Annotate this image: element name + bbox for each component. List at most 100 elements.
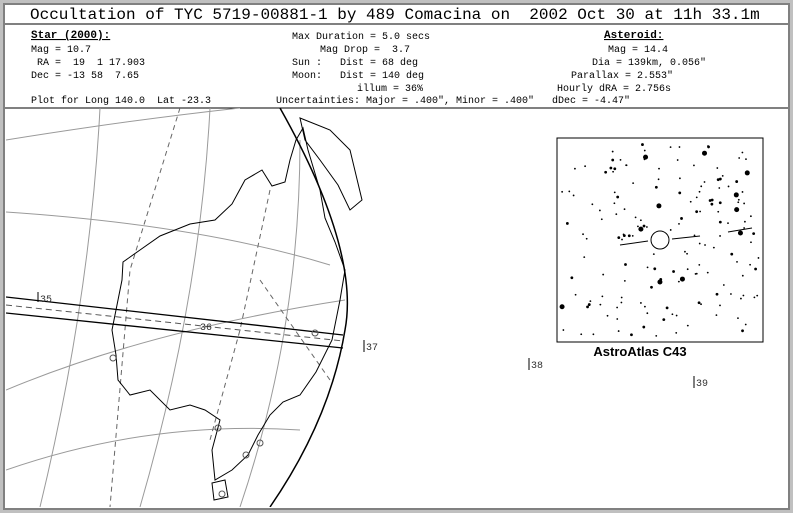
field-star	[642, 224, 646, 228]
field-star	[613, 167, 617, 171]
field-star	[686, 268, 689, 271]
asteroid-track	[671, 235, 701, 240]
field-star	[686, 324, 689, 327]
field-star	[665, 306, 669, 310]
field-star	[677, 280, 680, 283]
field-star	[623, 208, 626, 211]
field-star	[612, 170, 614, 173]
field-star	[741, 151, 744, 154]
footer-location: Plot for Long 140.0 Lat -23.3	[31, 95, 211, 107]
asteroid-track	[619, 240, 649, 246]
field-star	[737, 198, 740, 201]
field-star	[742, 294, 745, 297]
field-star	[611, 150, 614, 153]
field-star	[650, 285, 653, 289]
field-star	[582, 233, 584, 236]
footer-uncertainties: Uncertainties: Major = .400", Minor = .4…	[276, 95, 630, 107]
field-star	[653, 267, 657, 271]
field-star	[744, 323, 747, 326]
field-star	[718, 220, 722, 224]
field-star	[730, 293, 732, 295]
field-star	[620, 296, 623, 299]
field-star	[675, 314, 678, 317]
time-mark: 38	[531, 361, 543, 372]
field-star	[592, 333, 595, 336]
field-star	[719, 235, 721, 237]
field-star	[604, 170, 608, 174]
field-star	[676, 159, 679, 161]
field-star	[630, 333, 633, 337]
field-star	[715, 314, 718, 317]
target-circle	[650, 230, 670, 250]
field-star	[600, 218, 603, 221]
dashed-meridian	[109, 108, 181, 507]
field-star	[613, 191, 616, 194]
field-star	[644, 305, 646, 308]
asteroid-line: Hourly dRA = 2.756s	[557, 83, 671, 95]
field-star	[631, 234, 634, 237]
city-markers	[109, 329, 319, 498]
time-mark: 36	[200, 323, 212, 334]
star-heading: Star (2000):	[31, 30, 110, 42]
field-star	[671, 313, 674, 316]
field-star	[741, 274, 744, 277]
field-star	[738, 157, 741, 159]
field-star	[641, 143, 644, 146]
field-star	[686, 252, 688, 255]
field-star	[639, 219, 642, 222]
field-star	[722, 284, 725, 286]
parallel	[6, 299, 346, 391]
field-star	[654, 185, 658, 189]
field-star	[710, 198, 714, 202]
field-star	[703, 181, 706, 183]
field-star	[643, 158, 646, 161]
parallel	[6, 108, 241, 141]
field-star	[616, 318, 619, 320]
field-star	[672, 270, 675, 273]
meridian	[139, 108, 211, 507]
field-star	[583, 256, 586, 258]
field-star	[634, 216, 637, 219]
field-star	[695, 272, 698, 275]
dashed-line	[259, 279, 331, 381]
field-star	[574, 293, 577, 296]
field-star	[623, 279, 626, 282]
field-star	[655, 334, 658, 337]
field-star	[741, 329, 744, 333]
circumstance-line: Moon: Dist = 140 deg	[292, 70, 424, 82]
field-star	[727, 185, 730, 188]
field-star	[756, 294, 759, 297]
field-star	[718, 187, 721, 189]
field-star	[632, 182, 635, 185]
field-star	[707, 145, 709, 147]
field-star	[646, 266, 649, 269]
field-star	[615, 213, 618, 216]
asteroid-track	[727, 227, 753, 233]
field-star	[598, 209, 601, 212]
field-star	[737, 201, 740, 204]
time-mark: 39	[696, 379, 708, 390]
title: Occultation of TYC 5719-00881-1 by 489 C…	[30, 6, 760, 24]
field-star	[699, 210, 702, 213]
field-star	[733, 192, 739, 198]
field-star	[718, 201, 722, 205]
field-star	[704, 244, 706, 246]
field-star	[698, 264, 701, 266]
field-star	[609, 166, 613, 170]
field-star	[737, 230, 743, 236]
field-star	[712, 246, 715, 249]
field-star	[559, 304, 565, 310]
field-star	[740, 297, 742, 300]
field-star	[754, 267, 757, 271]
field-star	[678, 146, 681, 148]
field-star	[645, 226, 648, 228]
field-star	[586, 305, 589, 309]
field-star	[617, 236, 621, 240]
field-star	[710, 202, 714, 206]
field-star	[637, 225, 639, 228]
field-star	[735, 180, 739, 183]
field-star	[736, 260, 738, 263]
field-star	[587, 303, 591, 306]
field-star	[752, 232, 756, 236]
